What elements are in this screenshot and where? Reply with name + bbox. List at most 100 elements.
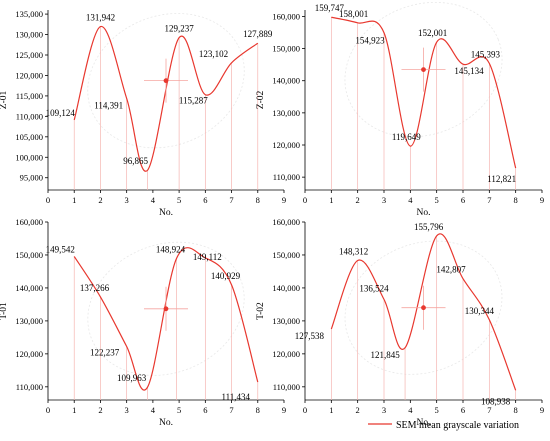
x-tick-label: 6 — [461, 405, 465, 415]
x-tick-label: 3 — [382, 405, 386, 415]
x-tick-label: 2 — [356, 195, 360, 205]
legend-label: SEM mean grayscale variation — [396, 420, 519, 431]
y-tick-label: 105,000 — [15, 132, 43, 142]
x-tick-label: 4 — [408, 195, 413, 205]
data-label: 123,102 — [199, 49, 228, 59]
x-tick-label: 1 — [72, 405, 76, 415]
data-label: 149,542 — [46, 244, 75, 254]
guide-ellipse — [344, 1, 503, 138]
y-tick-label: 130,000 — [272, 108, 300, 118]
y-tick-label: 110,000 — [273, 172, 300, 182]
data-label: 127,538 — [295, 331, 325, 341]
series-line — [331, 16, 517, 169]
guide-ellipse — [87, 241, 245, 376]
x-tick-label: 5 — [177, 195, 181, 205]
y-axis-title: T-01 — [0, 302, 9, 320]
data-label: 96,865 — [123, 156, 148, 166]
y-axis-title: T-02 — [256, 302, 266, 320]
y-tick-label: 110,000 — [273, 382, 300, 392]
x-tick-label: 5 — [177, 405, 181, 415]
data-label: 129,237 — [164, 24, 194, 34]
y-tick-label: 150,000 — [15, 250, 43, 260]
y-tick-label: 130,000 — [15, 30, 43, 40]
x-tick-label: 6 — [203, 195, 207, 205]
data-label: 149,112 — [193, 252, 222, 262]
x-axis-title: No. — [417, 208, 431, 218]
x-tick-label: 8 — [256, 195, 260, 205]
data-label: 112,821 — [487, 174, 516, 184]
chart-panel-top-right: 0 1 2 3 4 5 6 7 8 9 110,000 120,000 130,000 140,000 15… — [256, 1, 544, 218]
data-label: 152,001 — [418, 28, 447, 38]
x-tick-label: 3 — [382, 195, 386, 205]
data-label: 115,287 — [179, 96, 208, 106]
y-tick-label: 160,000 — [272, 11, 300, 21]
data-label: 109,124 — [46, 108, 76, 118]
y-tick-label: 120,000 — [15, 349, 43, 359]
chart-panel-bottom-left: 0 1 2 3 4 5 6 7 8 9 110,000 120,000 130,000 140,000 15… — [0, 217, 286, 428]
x-axis-title: No. — [159, 418, 173, 428]
y-axis-title: Z-02 — [256, 91, 266, 110]
data-label: 154,923 — [355, 36, 385, 46]
x-tick-label: 8 — [256, 405, 260, 415]
data-label: 111,434 — [221, 392, 250, 402]
x-axis-title: No. — [417, 418, 431, 428]
y-tick-label: 95,000 — [20, 173, 43, 183]
data-label: 121,845 — [370, 350, 400, 360]
x-tick-label: 8 — [514, 195, 518, 205]
x-tick-label: 0 — [46, 405, 50, 415]
data-label: 155,796 — [414, 222, 444, 232]
data-label: 136,524 — [359, 283, 389, 293]
x-tick-label: 9 — [282, 405, 286, 415]
y-tick-label: 120,000 — [272, 349, 300, 359]
y-tick-label: 120,000 — [272, 140, 300, 150]
x-tick-label: 7 — [487, 195, 491, 205]
x-tick-label: 7 — [229, 405, 233, 415]
y-tick-label: 130,000 — [272, 316, 300, 326]
chart-panel-bottom-right: 0 1 2 3 4 5 6 7 8 9 110,000 120,000 130,000 140,000 15… — [256, 217, 544, 428]
x-tick-label: 5 — [435, 195, 439, 205]
y-tick-label: 110,000 — [16, 111, 43, 121]
chart-panel-top-left: 0 1 2 3 4 5 6 7 8 9 95,000 100,000 105,000 110,000 115… — [0, 9, 286, 218]
x-tick-label: 0 — [303, 405, 307, 415]
y-tick-label: 110,000 — [16, 382, 43, 392]
y-tick-label: 140,000 — [272, 76, 300, 86]
x-tick-label: 4 — [151, 405, 156, 415]
legend: SEM mean grayscale variation — [368, 420, 519, 431]
y-tick-label: 120,000 — [15, 70, 43, 80]
data-label: 148,312 — [339, 247, 368, 257]
data-label: 114,391 — [94, 100, 123, 110]
data-label: 122,237 — [90, 347, 120, 357]
mean-point — [421, 67, 426, 72]
data-label: 140,929 — [211, 271, 241, 281]
y-tick-label: 135,000 — [15, 9, 43, 19]
mean-point — [163, 306, 169, 312]
x-tick-label: 1 — [72, 195, 76, 205]
x-tick-label: 3 — [125, 195, 129, 205]
series-line — [330, 233, 517, 391]
guide-ellipse — [344, 240, 503, 375]
data-label: 145,134 — [454, 66, 484, 76]
data-label: 108,938 — [481, 396, 511, 406]
data-label: 109,963 — [117, 373, 147, 383]
x-tick-label: 4 — [151, 195, 156, 205]
series-line — [73, 26, 259, 172]
y-tick-label: 150,000 — [272, 44, 300, 54]
data-label: 119,649 — [392, 132, 421, 142]
data-label: 158,001 — [339, 9, 368, 19]
y-tick-label: 160,000 — [15, 217, 43, 227]
y-tick-label: 140,000 — [272, 283, 300, 293]
x-tick-label: 2 — [356, 405, 360, 415]
mean-point — [421, 305, 426, 311]
x-tick-label: 2 — [98, 195, 102, 205]
y-axis-title: Z-01 — [0, 91, 9, 110]
y-tick-label: 140,000 — [15, 283, 43, 293]
mean-point — [163, 78, 169, 84]
series-line — [73, 247, 259, 391]
y-tick-label: 160,000 — [272, 217, 300, 227]
data-label: 137,266 — [80, 283, 110, 293]
x-tick-label: 9 — [540, 195, 544, 205]
x-tick-label: 3 — [125, 405, 129, 415]
x-tick-label: 1 — [329, 195, 333, 205]
data-label: 145,393 — [471, 49, 501, 59]
